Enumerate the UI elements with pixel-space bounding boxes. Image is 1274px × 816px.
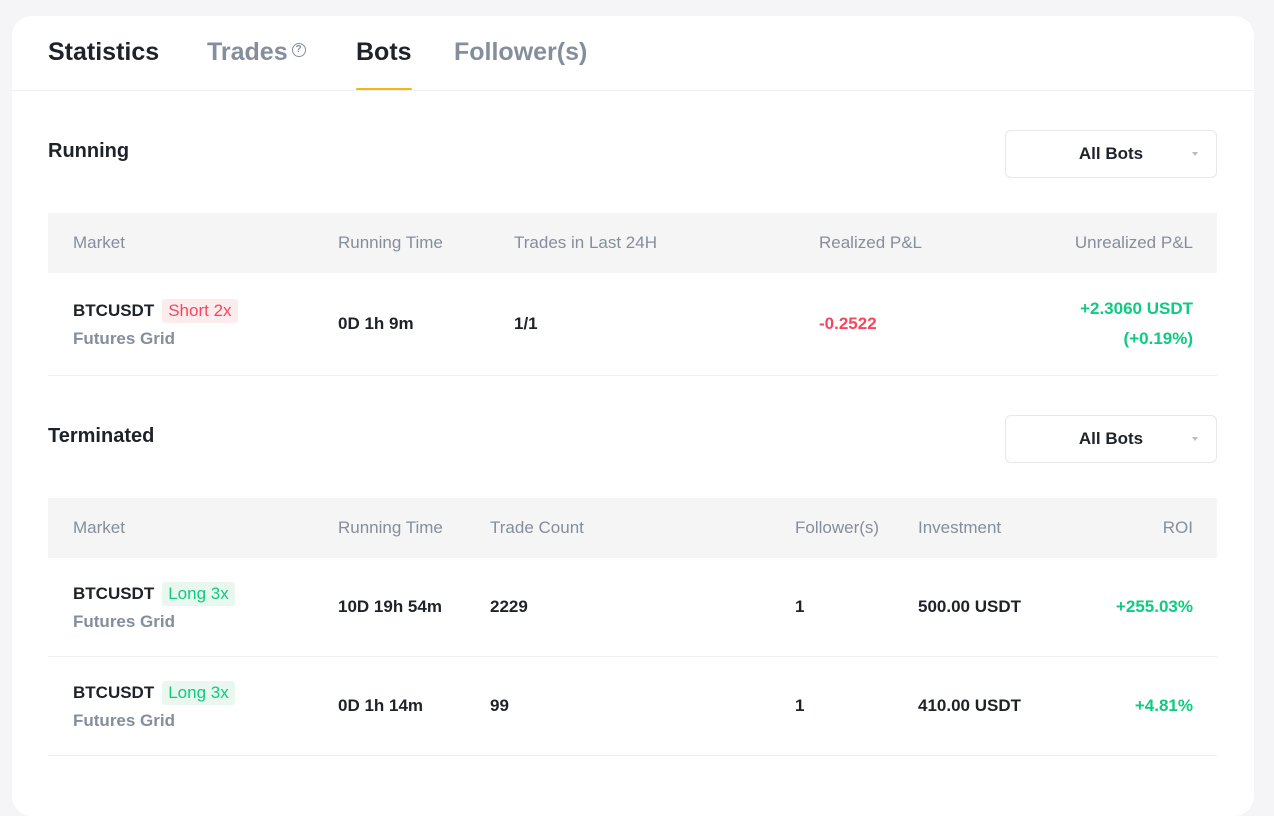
tab-label: Trades [207, 38, 288, 66]
active-tab-indicator [356, 88, 412, 91]
tab-label: Follower(s) [454, 38, 588, 66]
tab-label: Statistics [48, 38, 160, 66]
investment: 410.00 USDT [918, 696, 1021, 715]
dropdown-value: All Bots [1078, 144, 1144, 163]
tab-trades[interactable]: Trades? [207, 38, 306, 67]
trade-count: 99 [490, 696, 509, 715]
running-filter-dropdown[interactable]: All Bots [1005, 130, 1217, 178]
header-trades-24h: Trades in Last 24H [514, 233, 657, 252]
bots-card: Statistics Trades? Bots Follower(s) Runn… [12, 16, 1254, 816]
header-running-time: Running Time [338, 518, 443, 537]
investment: 500.00 USDT [918, 597, 1021, 616]
market-cell: BTCUSDT Long 3x Futures Grid [73, 582, 338, 632]
header-market: Market [73, 233, 125, 252]
bot-type: Futures Grid [73, 711, 176, 730]
help-icon[interactable]: ? [291, 43, 306, 58]
caret-down-icon [1192, 437, 1198, 441]
direction-badge: Short 2x [162, 299, 238, 323]
market-cell: BTCUSDT Short 2x Futures Grid [73, 299, 338, 349]
direction-badge: Long 3x [162, 681, 235, 705]
symbol: BTCUSDT [73, 301, 155, 320]
table-header: Market Running Time Trades in Last 24H R… [48, 213, 1217, 273]
realized-pl: -0.2522 [819, 314, 877, 333]
header-roi: ROI [1162, 518, 1193, 537]
running-time: 10D 19h 54m [338, 597, 442, 616]
bot-type: Futures Grid [73, 612, 176, 631]
header-running-time: Running Time [338, 233, 443, 252]
header-investment: Investment [918, 518, 1002, 537]
trade-count: 2229 [490, 597, 528, 616]
tab-bots[interactable]: Bots [356, 38, 412, 67]
tab-followers[interactable]: Follower(s) [454, 38, 587, 67]
symbol: BTCUSDT [73, 584, 155, 603]
bot-type: Futures Grid [73, 329, 176, 348]
running-time: 0D 1h 14m [338, 696, 424, 715]
symbol: BTCUSDT [73, 683, 155, 702]
roi: +4.81% [1134, 696, 1193, 715]
table-header: Market Running Time Trade Count Follower… [48, 498, 1217, 558]
roi: +255.03% [1115, 597, 1193, 616]
unrealized-pl: +2.3060 USDT (+0.19%) [1006, 294, 1193, 354]
followers: 1 [795, 696, 805, 715]
header-trade-count: Trade Count [490, 518, 584, 537]
running-title: Running [48, 140, 130, 162]
header-followers: Follower(s) [795, 518, 880, 537]
header-realized-pl: Realized P&L [819, 233, 923, 252]
terminated-title: Terminated [48, 425, 155, 447]
direction-badge: Long 3x [162, 582, 235, 606]
unrealized-percent: (+0.19%) [1123, 329, 1193, 348]
followers: 1 [795, 597, 805, 616]
caret-down-icon [1192, 152, 1198, 156]
running-time: 0D 1h 9m [338, 314, 414, 333]
unrealized-amount: +2.3060 USDT [1080, 299, 1193, 318]
divider [12, 90, 1254, 91]
terminated-table: Market Running Time Trade Count Follower… [48, 498, 1217, 756]
dropdown-value: All Bots [1078, 429, 1144, 448]
trades-24h: 1/1 [514, 314, 538, 333]
header-unrealized-pl: Unrealized P&L [1074, 233, 1193, 252]
terminated-filter-dropdown[interactable]: All Bots [1005, 415, 1217, 463]
tab-label: Bots [356, 38, 412, 66]
table-row[interactable]: BTCUSDT Short 2x Futures Grid 0D 1h 9m 1/… [48, 273, 1217, 376]
table-row[interactable]: BTCUSDT Long 3x Futures Grid 10D 19h 54m … [48, 558, 1217, 657]
market-cell: BTCUSDT Long 3x Futures Grid [73, 681, 338, 731]
table-row[interactable]: BTCUSDT Long 3x Futures Grid 0D 1h 14m 99… [48, 657, 1217, 756]
running-table: Market Running Time Trades in Last 24H R… [48, 213, 1217, 376]
header-market: Market [73, 518, 125, 537]
tab-statistics[interactable]: Statistics [48, 38, 159, 67]
